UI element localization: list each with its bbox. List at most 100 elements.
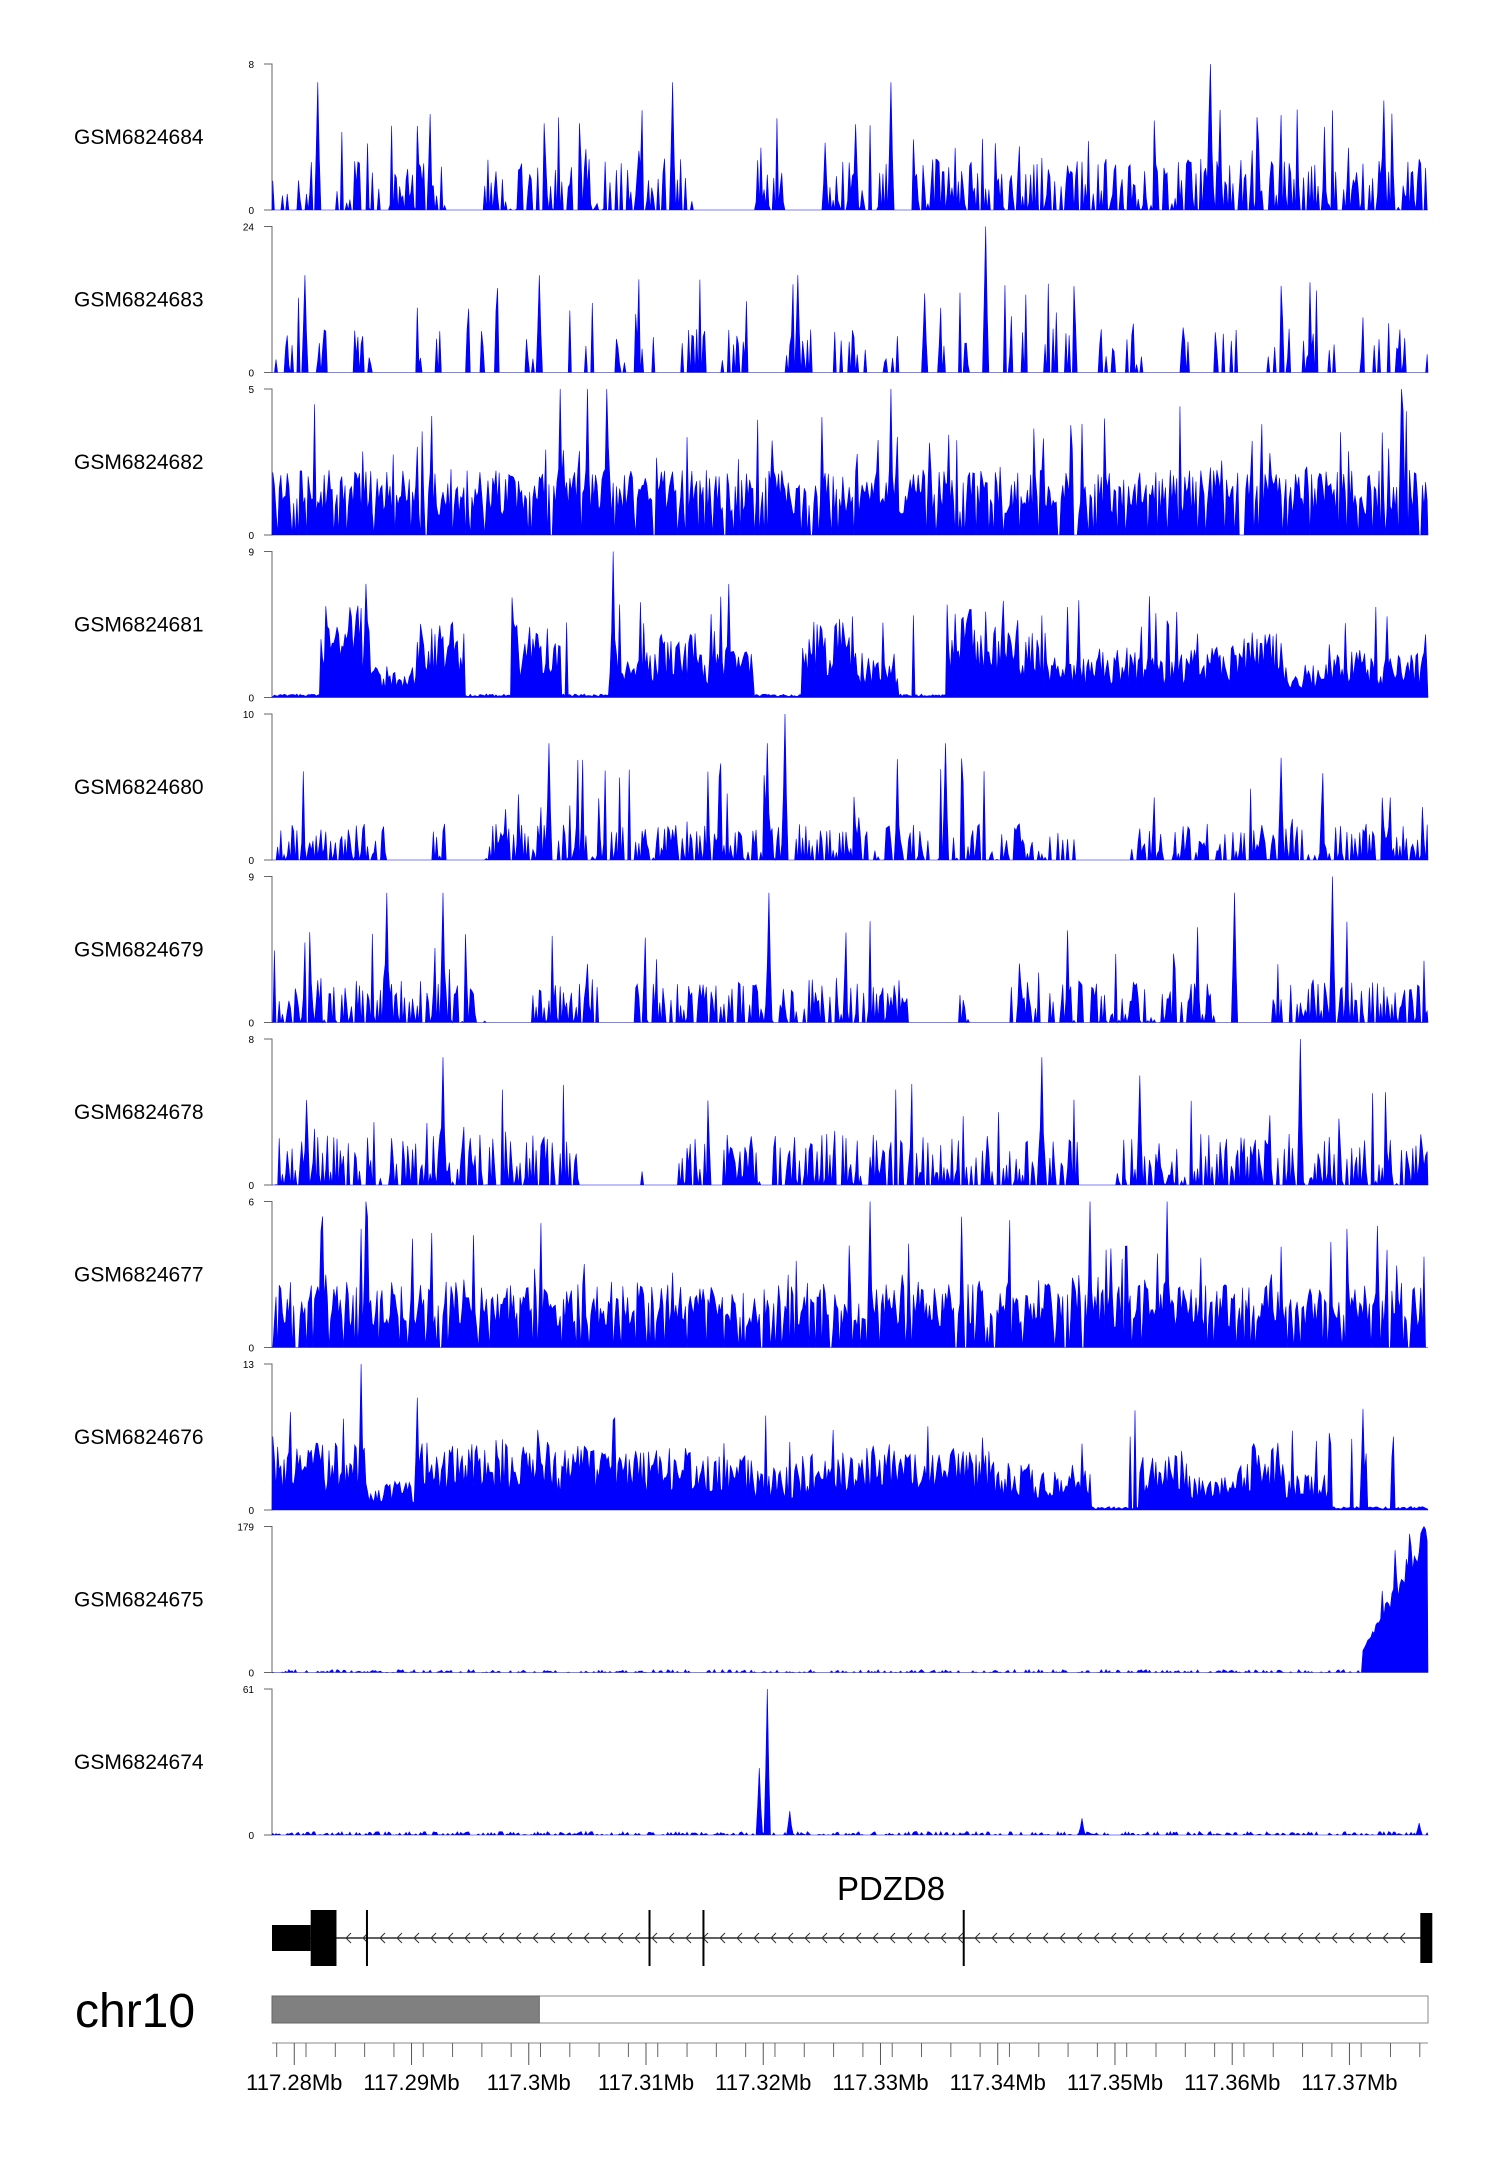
y-axis-line	[264, 713, 273, 861]
genome-axis-track: chr10 117.28Mb 117.29Mb 117.3Mb 117.31Mb 117…	[75, 1985, 1429, 2095]
strand-arrow	[430, 1932, 437, 1944]
x-tick-label: 117.3Mb	[487, 2070, 571, 2095]
y-axis-max-label: 9	[248, 548, 254, 559]
strand-arrow	[736, 1932, 743, 1944]
coverage-track-GSM6824677: GSM6824677 6 0	[74, 1198, 1428, 1355]
strand-arrow	[821, 1932, 828, 1944]
y-axis-line	[264, 1526, 273, 1673]
exon-block	[365, 1910, 368, 1966]
strand-arrow	[668, 1932, 675, 1944]
y-axis-line	[264, 226, 273, 373]
y-axis-max-label: 61	[243, 1685, 255, 1696]
ideogram-highlight	[271, 1995, 540, 2024]
strand-arrow	[923, 1932, 930, 1944]
y-axis-line	[264, 1363, 273, 1511]
strand-arrow	[1212, 1932, 1219, 1944]
y-axis-min-label: 0	[248, 206, 254, 217]
coverage-area	[271, 63, 1428, 211]
y-axis-max-label: 6	[248, 1198, 254, 1209]
strand-arrow	[1331, 1932, 1338, 1944]
track-label: GSM6824681	[74, 614, 204, 637]
strand-arrow	[1008, 1932, 1015, 1944]
strand-arrow	[1246, 1932, 1253, 1944]
x-tick-label: 117.28Mb	[246, 2070, 342, 2095]
y-axis-line	[264, 1688, 273, 1836]
strand-arrow	[1161, 1932, 1168, 1944]
track-label: GSM6824679	[74, 939, 204, 962]
y-axis-min-label: 0	[248, 369, 254, 380]
strand-arrow	[1042, 1932, 1049, 1944]
y-axis-max-label: 8	[248, 60, 254, 71]
y-axis-line	[264, 876, 273, 1023]
strand-arrow	[1297, 1932, 1304, 1944]
exon-block	[962, 1910, 965, 1966]
strand-arrow	[566, 1932, 573, 1944]
strand-arrow	[1178, 1932, 1185, 1944]
x-tick-label: 117.35Mb	[1067, 2070, 1163, 2095]
y-axis-max-label: 10	[243, 710, 255, 721]
exon-block	[702, 1910, 705, 1966]
coverage-tracks: GSM682468480GSM6824683240GSM682468250GSM…	[74, 60, 1429, 1842]
y-axis-min-label: 0	[248, 1669, 254, 1680]
coverage-area	[271, 1688, 1429, 1836]
exon-block	[1420, 1913, 1433, 1963]
chromosome-label: chr10	[75, 1985, 195, 2038]
track-label: GSM6824680	[74, 776, 204, 799]
y-axis-min-label: 0	[248, 531, 254, 542]
y-axis-min-label: 0	[248, 1019, 254, 1030]
coverage-area	[272, 1201, 1428, 1348]
coverage-area	[271, 388, 1429, 536]
strand-arrow	[1127, 1932, 1134, 1944]
y-axis-min-label: 0	[248, 1181, 254, 1192]
strand-arrow	[719, 1932, 726, 1944]
strand-arrow	[532, 1932, 539, 1944]
track-label: GSM6824683	[74, 289, 204, 312]
y-axis-line	[264, 1038, 273, 1186]
strand-arrow	[1144, 1932, 1151, 1944]
x-tick-label: 117.33Mb	[832, 2070, 928, 2095]
strand-arrow	[1399, 1932, 1406, 1944]
x-tick-label: 117.34Mb	[950, 2070, 1046, 2095]
coverage-track-GSM6824678: GSM6824678 8 0	[74, 1035, 1429, 1192]
strand-arrow	[855, 1932, 862, 1944]
strand-arrow	[1382, 1932, 1389, 1944]
coverage-area	[272, 713, 1429, 862]
strand-arrow	[549, 1932, 556, 1944]
strand-arrow	[1195, 1932, 1202, 1944]
strand-arrow	[685, 1932, 692, 1944]
strand-arrow	[906, 1932, 913, 1944]
x-tick-label: 117.37Mb	[1301, 2070, 1397, 2095]
track-label: GSM6824675	[74, 1589, 204, 1612]
strand-arrow	[498, 1932, 505, 1944]
gene-name-label: PDZD8	[837, 1870, 945, 1907]
strand-arrow	[770, 1932, 777, 1944]
y-axis-line	[264, 1201, 273, 1348]
strand-arrow	[583, 1932, 590, 1944]
strand-arrow	[447, 1932, 454, 1944]
y-axis-max-label: 13	[243, 1360, 255, 1371]
x-tick-label: 117.36Mb	[1184, 2070, 1280, 2095]
y-axis-min-label: 0	[248, 1831, 254, 1842]
strand-arrow	[1076, 1932, 1083, 1944]
y-axis-min-label: 0	[248, 1506, 254, 1517]
strand-arrow	[1348, 1932, 1355, 1944]
coverage-track-GSM6824681: GSM6824681 9 0	[74, 548, 1429, 705]
strand-arrow	[1059, 1932, 1066, 1944]
coverage-area	[272, 876, 1429, 1024]
track-label: GSM6824682	[74, 451, 204, 474]
strand-arrow	[804, 1932, 811, 1944]
gene-annotation-track: PDZD8	[272, 1870, 1433, 1966]
track-label: GSM6824676	[74, 1426, 204, 1449]
strand-arrow	[1365, 1932, 1372, 1944]
strand-arrow	[957, 1932, 964, 1944]
strand-arrow	[481, 1932, 488, 1944]
strand-arrow	[379, 1932, 386, 1944]
strand-arrow	[872, 1932, 879, 1944]
strand-arrow	[753, 1932, 760, 1944]
y-axis-max-label: 8	[248, 1035, 254, 1046]
strand-arrow	[787, 1932, 794, 1944]
y-axis-max-label: 24	[243, 223, 255, 234]
coverage-area	[271, 1363, 1429, 1511]
strand-arrow	[1229, 1932, 1236, 1944]
